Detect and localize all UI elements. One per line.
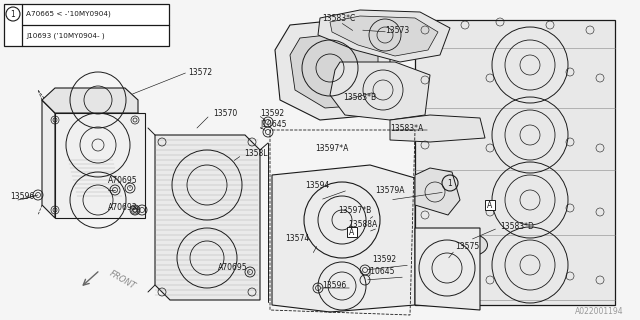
Text: 13583*D: 13583*D (500, 221, 534, 230)
Text: 13596: 13596 (10, 191, 35, 201)
Text: A70695: A70695 (218, 263, 248, 273)
Text: 13592: 13592 (260, 108, 284, 117)
Polygon shape (42, 88, 138, 113)
Text: 13573: 13573 (385, 26, 409, 35)
Text: 13597*A: 13597*A (315, 143, 348, 153)
Text: 13575: 13575 (455, 242, 479, 251)
Text: 13588A: 13588A (348, 220, 377, 228)
Text: 13570: 13570 (213, 108, 237, 117)
Text: J10693 (’10MY0904- ): J10693 (’10MY0904- ) (26, 33, 104, 39)
Text: A: A (488, 201, 493, 210)
Text: 13596: 13596 (322, 282, 346, 291)
Text: 1: 1 (447, 179, 452, 188)
Text: 13583*A: 13583*A (390, 124, 423, 132)
Bar (347, 227, 357, 237)
Polygon shape (272, 165, 415, 312)
Text: 13592: 13592 (372, 255, 396, 265)
Polygon shape (55, 113, 145, 218)
Text: FRONT: FRONT (108, 269, 138, 291)
Text: A022001194: A022001194 (575, 308, 623, 316)
Text: J10645: J10645 (260, 119, 287, 129)
Polygon shape (42, 100, 55, 218)
Text: 13594: 13594 (305, 180, 329, 189)
Polygon shape (415, 168, 460, 215)
Polygon shape (275, 18, 390, 120)
Text: J10645: J10645 (368, 268, 394, 276)
Polygon shape (155, 135, 260, 300)
Bar (4, 4, 169, 46)
Text: 13574: 13574 (285, 234, 309, 243)
Text: 13579A: 13579A (375, 186, 404, 195)
Polygon shape (415, 228, 480, 310)
Polygon shape (42, 100, 138, 113)
Polygon shape (330, 62, 430, 120)
Text: 1: 1 (11, 10, 15, 19)
Polygon shape (390, 115, 485, 142)
Text: 13583*B: 13583*B (343, 92, 376, 101)
Text: A: A (349, 228, 355, 236)
Text: 13583*C: 13583*C (322, 13, 355, 22)
Polygon shape (330, 16, 438, 56)
Ellipse shape (452, 234, 488, 256)
Text: A70693: A70693 (108, 203, 138, 212)
Polygon shape (415, 20, 615, 305)
Text: 1358L: 1358L (244, 148, 268, 157)
Polygon shape (290, 32, 378, 108)
Text: A70695: A70695 (108, 175, 138, 185)
Text: A70665 < -’10MY0904): A70665 < -’10MY0904) (26, 11, 111, 17)
Text: 13572: 13572 (188, 68, 212, 76)
Polygon shape (318, 10, 450, 62)
Text: 13597*B: 13597*B (338, 205, 371, 214)
Bar (485, 200, 495, 210)
